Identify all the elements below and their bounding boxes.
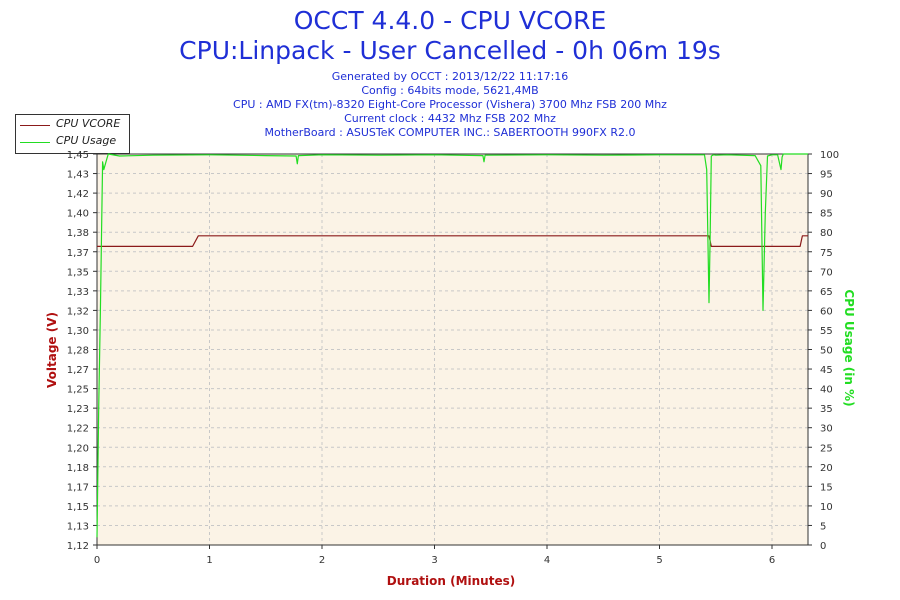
y2-tick-label: 35 <box>820 404 833 415</box>
chart-legend: CPU VCORE CPU Usage <box>15 114 130 154</box>
y-tick-label: 1,25 <box>67 385 89 396</box>
legend-label-usage: CPU Usage <box>56 134 117 147</box>
y-tick-label: 1,17 <box>67 482 89 493</box>
y2-tick-label: 15 <box>820 482 833 493</box>
y2-axis-label: CPU Usage (in %) <box>842 289 856 406</box>
chart-subtitle: CPU:Linpack - User Cancelled - 0h 06m 19… <box>179 36 721 65</box>
y2-tick-label: 90 <box>820 189 833 200</box>
y-tick-label: 1,42 <box>67 189 89 200</box>
y-axis-label: Voltage (V) <box>45 312 59 388</box>
info-cpu: CPU : AMD FX(tm)-8320 Eight-Core Process… <box>233 98 667 111</box>
y-tick-label: 1,27 <box>67 365 89 376</box>
y2-tick-label: 80 <box>820 228 833 239</box>
y2-tick-label: 10 <box>820 502 833 513</box>
y-tick-label: 1,38 <box>67 228 89 239</box>
x-tick-label: 2 <box>319 555 325 566</box>
y-tick-label: 1,30 <box>67 326 89 337</box>
info-clock: Current clock : 4432 Mhz FSB 202 Mhz <box>344 112 556 125</box>
info-config: Config : 64bits mode, 5621,4MB <box>361 84 539 97</box>
y-tick-label: 1,18 <box>67 463 89 474</box>
y2-tick-label: 20 <box>820 463 833 474</box>
y-tick-label: 1,45 <box>67 150 89 161</box>
y-tick-label: 1,35 <box>67 267 89 278</box>
legend-item-vcore: CPU VCORE <box>16 117 129 133</box>
y-tick-label: 1,28 <box>67 346 89 357</box>
x-axis-label: Duration (Minutes) <box>387 574 515 588</box>
series-line-cpu-usage <box>96 153 808 538</box>
y-tick-label: 1,37 <box>67 248 89 259</box>
x-tick-label: 5 <box>656 555 662 566</box>
y2-tick-label: 5 <box>820 521 826 532</box>
y-tick-label: 1,32 <box>67 306 89 317</box>
y2-tick-label: 100 <box>820 150 839 161</box>
y2-tick-label: 25 <box>820 443 833 454</box>
y-tick-label: 1,23 <box>67 404 89 415</box>
y2-tick-label: 85 <box>820 209 833 220</box>
y2-tick-label: 55 <box>820 326 833 337</box>
y2-tick-label: 60 <box>820 306 833 317</box>
chart-title: OCCT 4.4.0 - CPU VCORE <box>293 6 607 35</box>
y-tick-label: 1,15 <box>67 502 89 513</box>
y-tick-label: 1,22 <box>67 424 89 435</box>
y2-tick-label: 95 <box>820 170 833 181</box>
x-tick-label: 1 <box>206 555 212 566</box>
y2-tick-label: 65 <box>820 287 833 298</box>
x-tick-label: 3 <box>431 555 437 566</box>
y2-tick-label: 0 <box>820 541 826 552</box>
y-tick-label: 1,40 <box>67 209 89 220</box>
x-tick-label: 6 <box>769 555 775 566</box>
y2-tick-label: 40 <box>820 385 833 396</box>
legend-label-vcore: CPU VCORE <box>56 117 121 130</box>
x-tick-label: 0 <box>94 555 100 566</box>
y2-tick-label: 45 <box>820 365 833 376</box>
y2-tick-label: 70 <box>820 267 833 278</box>
y-tick-label: 1,43 <box>67 170 89 181</box>
y2-tick-label: 30 <box>820 424 833 435</box>
info-generated: Generated by OCCT : 2013/12/22 11:17:16 <box>331 70 569 83</box>
y2-tick-label: 75 <box>820 248 833 259</box>
legend-swatch-usage <box>20 142 50 143</box>
y2-tick-label: 50 <box>820 346 833 357</box>
y-tick-label: 1,13 <box>67 521 89 532</box>
y-tick-label: 1,20 <box>67 443 89 454</box>
y-tick-label: 1,33 <box>67 287 89 298</box>
legend-swatch-vcore <box>20 125 50 126</box>
legend-item-usage: CPU Usage <box>16 134 129 150</box>
x-tick-label: 4 <box>544 555 550 566</box>
y-tick-label: 1,12 <box>67 541 89 552</box>
info-motherboard: MotherBoard : ASUSTeK COMPUTER INC.: SAB… <box>264 126 636 139</box>
